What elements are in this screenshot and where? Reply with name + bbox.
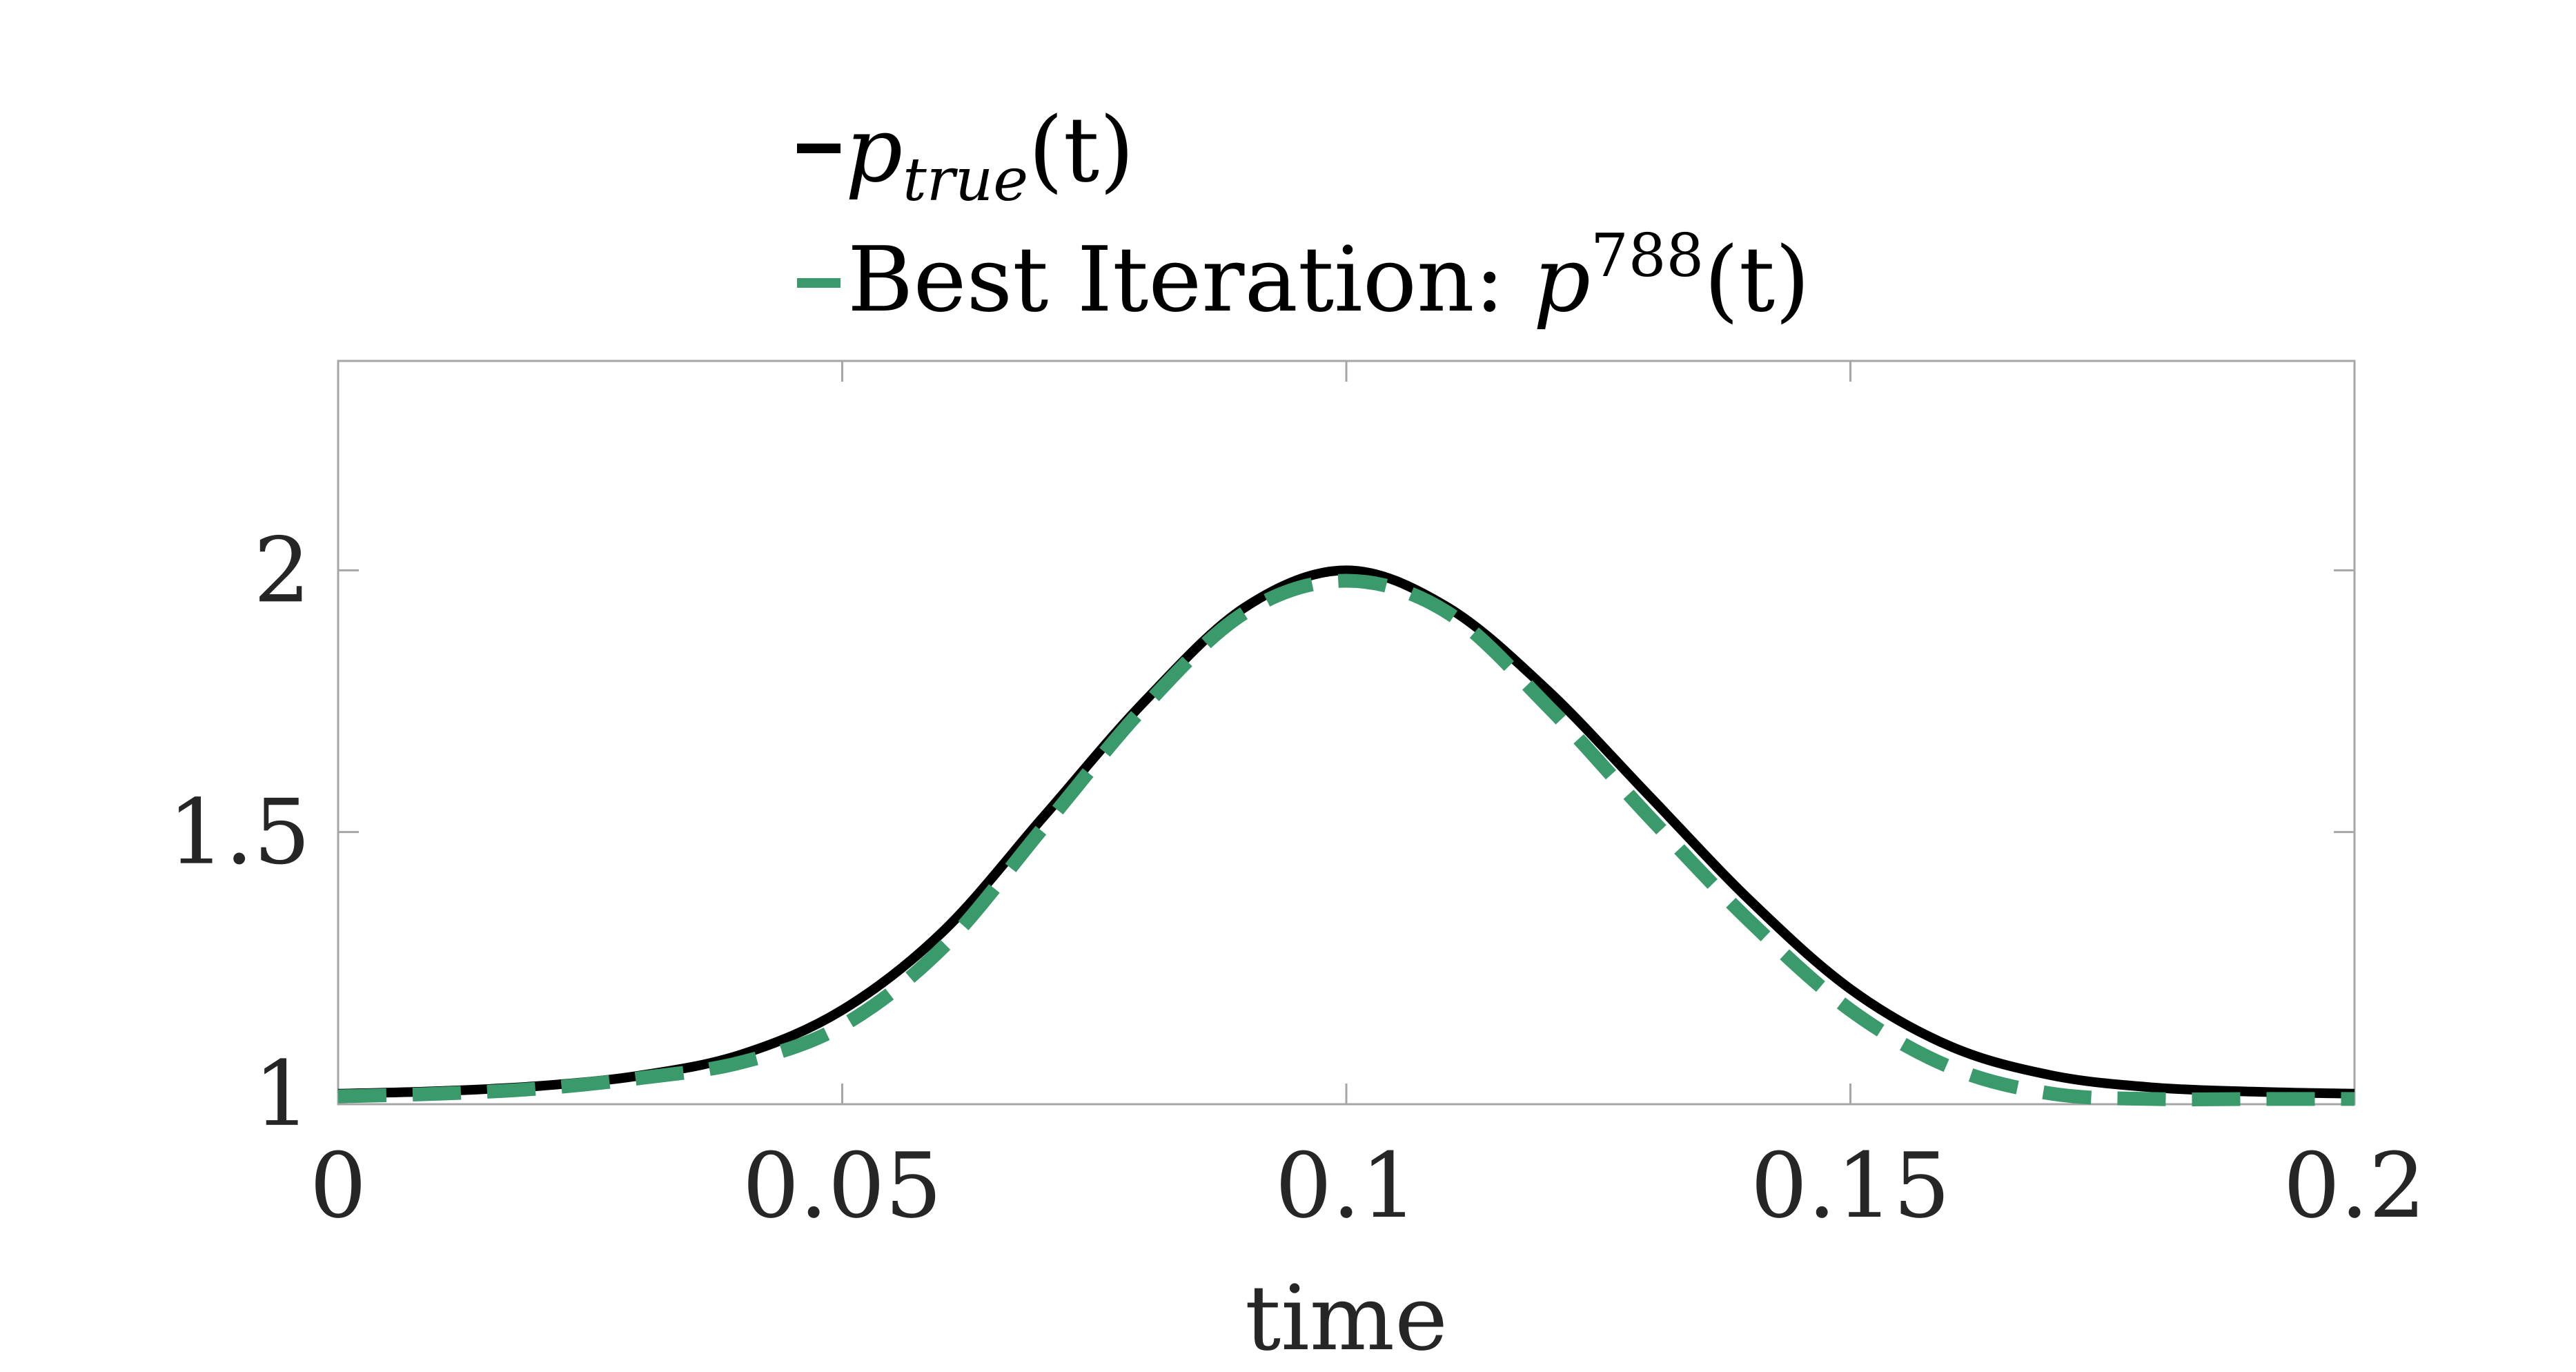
svg-text:Best Iteration: p788(t): Best Iteration: p788(t) <box>847 222 1810 332</box>
legend-label-best-superscript: 788 <box>1591 222 1704 291</box>
x-tick-label: 0.05 <box>743 1133 942 1238</box>
legend-label-best-suffix: (t) <box>1704 227 1810 332</box>
legend-label-true-base: p <box>845 97 903 202</box>
series-lines <box>337 565 2355 1106</box>
legend-label-best-prefix: Best Iteration: <box>847 227 1533 332</box>
y-tick-label: 2 <box>253 518 311 623</box>
legend-label-true-subscript: true <box>903 146 1028 215</box>
x-tick-label: 0 <box>310 1133 367 1238</box>
x-axis-label: time <box>1245 1266 1448 1371</box>
x-tick-label: 0.2 <box>2283 1133 2426 1238</box>
legend-label-best-base: p <box>1533 227 1591 332</box>
y-tick-label: 1 <box>253 1041 311 1146</box>
series-line-true <box>337 565 2355 1099</box>
legend-entry-best-iteration: Best Iteration: p788(t) <box>797 222 1810 332</box>
series-line-best-iteration <box>337 574 2354 1106</box>
y-tick-labels: 11.52 <box>168 518 311 1146</box>
legend-label-true-suffix: (t) <box>1028 97 1134 202</box>
x-tick-label: 0.1 <box>1275 1133 1418 1238</box>
legend-entry-true: ptrue(t) <box>797 97 1134 215</box>
x-tick-label: 0.15 <box>1751 1133 1950 1238</box>
svg-text:ptrue(t): ptrue(t) <box>845 97 1134 215</box>
plot-area-box <box>337 360 2356 1106</box>
x-tick-labels: 0 0.05 0.1 0.15 0.2 <box>310 1133 2426 1238</box>
y-tick-label: 1.5 <box>168 780 311 885</box>
axis-ticks <box>337 361 2356 1104</box>
legend: ptrue(t) Best Iteration: p788(t) <box>797 97 1810 332</box>
